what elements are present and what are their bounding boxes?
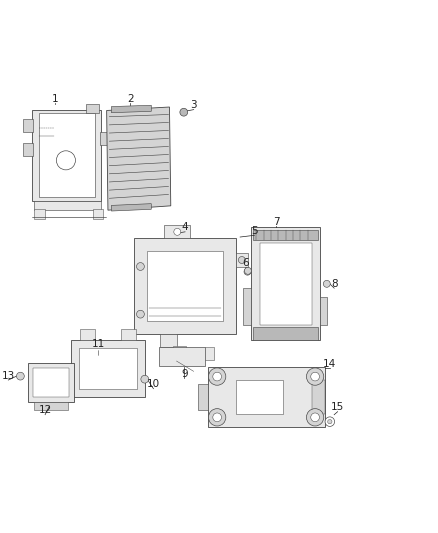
Circle shape (208, 368, 226, 385)
Circle shape (328, 419, 332, 424)
Circle shape (325, 417, 335, 426)
Polygon shape (121, 329, 136, 340)
Polygon shape (311, 380, 325, 414)
Polygon shape (23, 143, 33, 156)
Text: 3: 3 (191, 100, 197, 110)
Circle shape (57, 151, 75, 170)
Polygon shape (134, 238, 236, 334)
Polygon shape (320, 297, 327, 325)
Circle shape (307, 368, 324, 385)
Polygon shape (164, 225, 190, 238)
Polygon shape (93, 209, 103, 219)
Polygon shape (100, 132, 110, 145)
Polygon shape (253, 327, 318, 340)
Circle shape (208, 409, 226, 426)
Text: 10: 10 (147, 379, 160, 390)
Text: 15: 15 (331, 402, 344, 413)
Text: 12: 12 (39, 406, 52, 415)
Polygon shape (111, 106, 151, 112)
Circle shape (238, 256, 245, 263)
Polygon shape (111, 204, 151, 211)
Polygon shape (236, 254, 248, 266)
Circle shape (213, 413, 222, 422)
Text: 7: 7 (273, 217, 279, 227)
Polygon shape (79, 348, 137, 389)
Polygon shape (147, 252, 223, 321)
Circle shape (307, 409, 324, 426)
Text: 14: 14 (323, 359, 336, 369)
Polygon shape (236, 380, 283, 414)
Polygon shape (251, 228, 320, 340)
Polygon shape (198, 384, 208, 410)
Text: 11: 11 (92, 338, 105, 349)
Circle shape (180, 108, 187, 116)
Polygon shape (33, 368, 69, 397)
Circle shape (213, 372, 222, 381)
Circle shape (137, 310, 145, 318)
Text: 9: 9 (181, 368, 187, 378)
Polygon shape (71, 340, 145, 397)
Text: 13: 13 (2, 371, 15, 381)
Polygon shape (39, 112, 95, 197)
Circle shape (311, 413, 319, 422)
Circle shape (141, 375, 148, 383)
Polygon shape (253, 230, 318, 240)
Polygon shape (160, 334, 177, 346)
Polygon shape (159, 346, 205, 366)
Circle shape (17, 372, 24, 380)
Polygon shape (106, 107, 171, 210)
Polygon shape (34, 209, 45, 219)
Text: 4: 4 (182, 222, 188, 232)
Circle shape (174, 228, 181, 235)
Circle shape (244, 268, 251, 274)
Circle shape (244, 268, 251, 275)
Text: 5: 5 (251, 226, 258, 236)
Polygon shape (28, 363, 74, 402)
Polygon shape (208, 367, 325, 427)
Polygon shape (86, 104, 99, 112)
Polygon shape (34, 402, 67, 409)
Circle shape (137, 263, 145, 270)
Polygon shape (173, 346, 186, 358)
Polygon shape (260, 243, 311, 325)
Text: 8: 8 (331, 279, 337, 289)
Text: 2: 2 (127, 94, 134, 104)
Polygon shape (23, 119, 33, 132)
Polygon shape (243, 288, 251, 325)
Circle shape (311, 372, 319, 381)
Polygon shape (34, 200, 102, 210)
Text: 1: 1 (52, 94, 58, 104)
Text: 6: 6 (243, 259, 249, 269)
Polygon shape (205, 346, 214, 360)
Polygon shape (80, 329, 95, 340)
Circle shape (323, 280, 330, 287)
Polygon shape (32, 110, 102, 201)
